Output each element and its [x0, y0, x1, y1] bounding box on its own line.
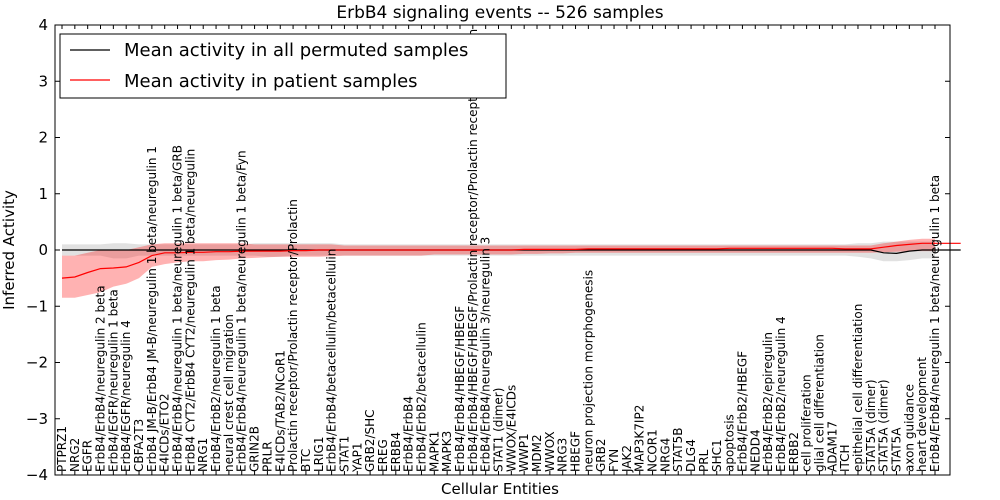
- entity-label: STAT5A (dimer): [864, 379, 878, 472]
- entity-label: GRB2/SHC: [363, 409, 377, 472]
- entity-label: MAP3K7IP2: [633, 405, 647, 472]
- entity-label: CBFA2T3: [132, 419, 146, 472]
- entity-label: ErbB4/ErbB4: [402, 396, 416, 472]
- legend-label-patient: Mean activity in patient samples: [124, 71, 418, 92]
- entity-label: FYN: [607, 449, 621, 472]
- entity-label: ErbB4 CYT2/ErbB4 CYT2/neuregulin 1 beta/…: [183, 149, 197, 472]
- entity-label: YAP1: [350, 443, 364, 473]
- entity-label: PTPRZ1: [55, 426, 69, 472]
- entity-label: NRG3: [556, 438, 570, 472]
- entity-label: ErbB4/ErbB2/HBEGF: [735, 351, 749, 472]
- y-tick-label: −4: [26, 466, 48, 484]
- entity-label: neuron projection morphogenesis: [581, 270, 595, 472]
- entity-label: neural crest cell migration: [222, 314, 236, 472]
- entity-label: MAPK1: [427, 431, 441, 472]
- entity-label: STAT5A (dimer): [877, 379, 891, 472]
- entity-label: STAT5B: [671, 428, 685, 473]
- entity-label: SHC1: [710, 439, 724, 472]
- band-series-1: [62, 238, 935, 298]
- entity-label: ErbB4/ErbB2/neuregulin 1 beta: [209, 285, 223, 472]
- entity-label: epithelial cell differentiation: [851, 304, 865, 472]
- entity-label: glial cell differentiation: [813, 334, 827, 472]
- confidence-bands: [62, 238, 935, 298]
- entity-label: NRG2: [68, 438, 82, 472]
- entity-label: DLG4: [684, 439, 698, 472]
- entity-label: cell proliferation: [800, 374, 814, 472]
- line-series-1: [61, 242, 961, 279]
- entity-label: MDM2: [530, 434, 544, 472]
- legend: Mean activity in all permuted samples Me…: [59, 33, 507, 99]
- entity-label: ErbB4/ErbB4/neuregulin 2 beta: [94, 285, 108, 472]
- entity-label: ErbB4/EGFR/neuregulin 1 beta: [106, 289, 120, 472]
- entity-label: HBEGF: [569, 431, 583, 472]
- legend-label-permuted: Mean activity in all permuted samples: [124, 40, 468, 61]
- entity-label: ErbB4 JM-B/ErbB4 JM-B/neuregulin 1 beta/…: [145, 146, 159, 472]
- series-lines: [61, 242, 961, 279]
- entity-label: BTC: [299, 449, 313, 472]
- entity-label: ErbB4/ErbB4/neuregulin 3/neuregulin 3: [479, 237, 493, 472]
- entity-label: ITCH: [838, 444, 852, 472]
- y-tick-label: 4: [38, 16, 48, 34]
- entity-label: GRIN2B: [248, 426, 262, 472]
- entity-label: EGFR: [81, 440, 95, 472]
- entity-label: ErbB4/ErbB4/neuregulin 1 beta/neuregulin…: [235, 150, 249, 472]
- entity-label: ErbB4/ErbB4/neuregulin 1 beta/neuregulin…: [171, 145, 185, 472]
- entity-label: axon guidance: [902, 384, 916, 472]
- y-tick-label: 2: [38, 129, 48, 147]
- y-tick-label: −3: [26, 410, 48, 428]
- legend-frame: [59, 33, 507, 99]
- entity-label: ErbB4/ErbB4/neuregulin 1 beta/neuregulin…: [928, 175, 942, 472]
- x-axis-label: Cellular Entities: [441, 480, 559, 498]
- entity-label: ERBB2: [787, 432, 801, 472]
- entity-label: JAK2: [620, 445, 634, 473]
- entity-label: ErbB4/ErbB4/HBEGF/HBEGF/Prolactin recept…: [466, 29, 480, 472]
- entity-label: MAPK3: [440, 431, 454, 472]
- entity-label: WWP1: [517, 433, 531, 472]
- entity-label: WWOX/E4ICDs: [504, 385, 518, 472]
- entity-label: E4ICDs/ETO2: [158, 393, 172, 472]
- entity-label: ErbB4/ErbB2/epiregulin: [761, 332, 775, 472]
- entity-label: NEDD4: [748, 429, 762, 472]
- entity-label: STAT5A: [890, 427, 904, 472]
- y-tick-label: 0: [38, 241, 48, 259]
- entity-label: PRL: [697, 449, 711, 472]
- y-axis-label: Inferred Activity: [0, 190, 18, 310]
- entity-label: PRLR: [260, 441, 274, 472]
- entity-label: E4ICDs/TAB2/NCoR1: [273, 350, 287, 472]
- entity-label: heart development: [915, 357, 929, 472]
- entity-label: Prolactin receptor/Prolactin receptor/Pr…: [286, 199, 300, 472]
- entity-label: WWOX: [543, 431, 557, 472]
- entity-label: STAT1: [337, 436, 351, 472]
- chart-title: ErbB4 signaling events -- 526 samples: [336, 3, 663, 23]
- entity-label: NRG1: [196, 438, 210, 472]
- entity-label: LRIG1: [312, 437, 326, 473]
- entity-label: ErbB4/EGFR/neuregulin 4: [119, 320, 133, 472]
- entity-label: GRB2: [594, 438, 608, 472]
- y-tick-label: 1: [38, 185, 48, 203]
- x-axis: [61, 25, 936, 475]
- entity-label: STAT1 (dimer): [492, 388, 506, 472]
- y-tick-label: 3: [38, 72, 48, 90]
- y-tick-label: −2: [26, 354, 48, 372]
- band-series-0: [62, 241, 935, 262]
- entity-label: ErbB4/ErbB2/betacellulin: [415, 322, 429, 472]
- entity-label: ErbB4/ErbB4/betacellulin/betacellulin: [325, 249, 339, 472]
- entity-label: ERBB4: [389, 432, 403, 472]
- entity-label: ErbB4/ErbB4/HBEGF/HBEGF: [453, 306, 467, 472]
- entity-label: ErbB4/ErbB2/neuregulin 4: [774, 316, 788, 472]
- entity-label: NRG4: [658, 438, 672, 472]
- entity-label: apoptosis: [723, 414, 737, 472]
- entity-label: EREG: [376, 439, 390, 472]
- y-axis: −4 −3 −2 −1 0 1 2 3 4: [26, 16, 950, 484]
- y-tick-label: −1: [26, 297, 48, 315]
- entity-label: ADAM17: [825, 421, 839, 472]
- entity-label: NCOR1: [646, 429, 660, 472]
